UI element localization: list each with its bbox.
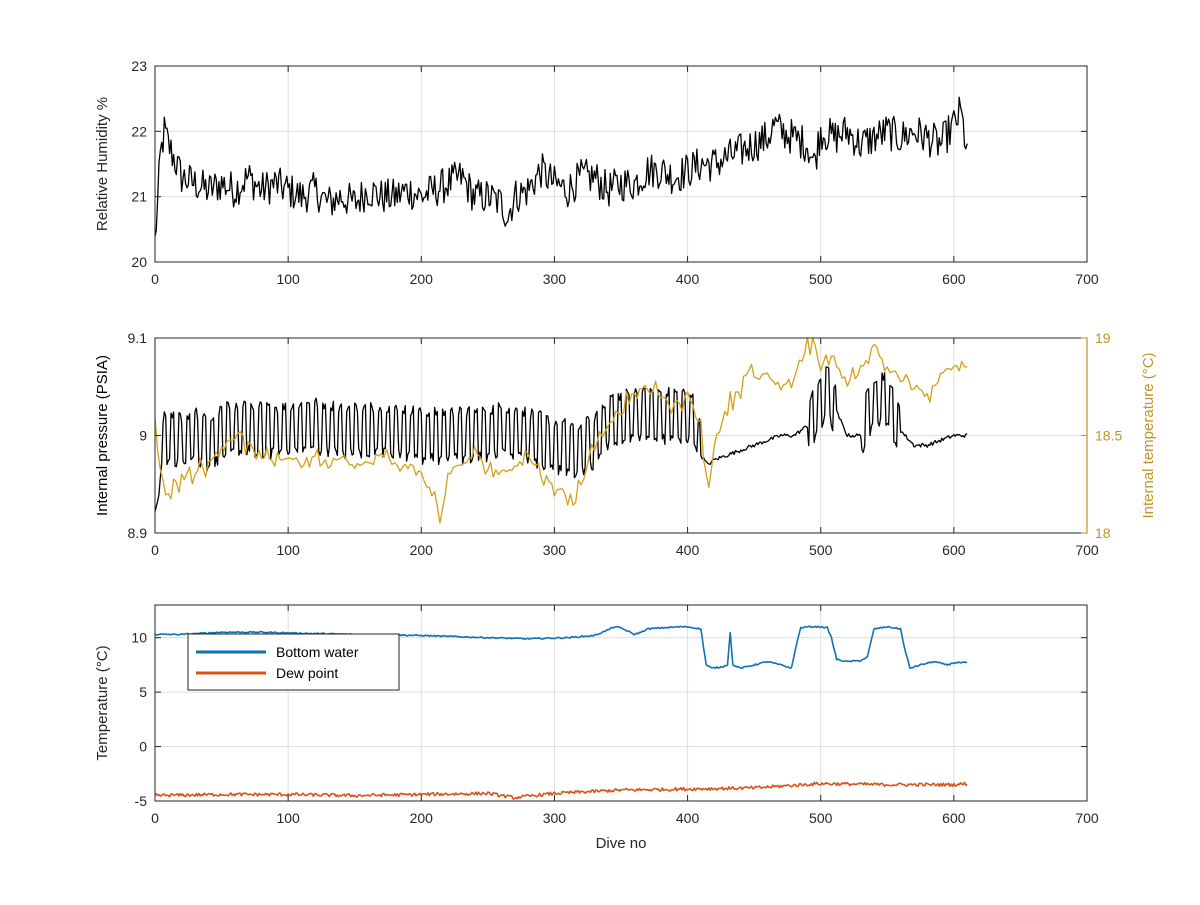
chart-panel-1: 0 100 200 300 400 500 600 700 20 21 22 23 Relative H… [94,58,1099,287]
y-axis-label: Internal pressure (PSIA) [94,355,111,516]
x-tick-label: 300 [543,542,567,558]
y-tick-label: 21 [131,189,147,205]
series-line-pressure [155,366,968,512]
x-tick-label: 400 [676,810,700,826]
legend-entry-dew-point: Dew point [276,665,338,681]
axes-box [154,604,1088,802]
x-tick-label: 600 [942,810,966,826]
x-tick-label: 700 [1075,271,1099,287]
x-tick-label: 700 [1075,810,1099,826]
y-tick-label: 10 [131,630,147,646]
y-tick-label: 9 [139,428,147,444]
x-tick-label: 400 [676,271,700,287]
y2-tick-label: 18 [1095,525,1111,541]
y-tick-label: 9.1 [128,330,148,346]
chart-panel-3: 0 100 200 300 400 500 600 700-50510Temperature … [94,604,1099,852]
x-tick-label: 0 [151,542,159,558]
x-tick-label: 100 [276,271,300,287]
y2-axis-label: Internal temperature (°C) [1140,352,1157,518]
y-tick-label: -5 [135,793,148,809]
y-tick-label: 5 [139,684,147,700]
legend-box [187,633,400,691]
x-axis-label: Dive no [596,835,647,852]
x-tick-label: 300 [543,810,567,826]
legend: Bottom water Dew point [187,633,400,691]
y2-tick-label: 18.5 [1095,428,1122,444]
y-tick-label: 22 [131,123,147,139]
x-tick-label: 600 [942,271,966,287]
y2-tick-label: 19 [1095,330,1111,346]
y-axis-label: Temperature (°C) [94,645,111,760]
x-tick-label: 500 [809,271,833,287]
y-tick-label: 8.9 [128,525,148,541]
axes-box [154,65,1088,263]
legend-entry-bottom-water: Bottom water [276,644,359,660]
x-tick-label: 600 [942,542,966,558]
y-tick-label: 20 [131,254,147,270]
x-tick-label: 700 [1075,542,1099,558]
x-tick-label: 0 [151,810,159,826]
x-tick-label: 500 [809,810,833,826]
x-tick-label: 200 [410,810,434,826]
x-tick-label: 100 [276,542,300,558]
x-tick-label: 100 [276,810,300,826]
x-tick-label: 400 [676,542,700,558]
x-tick-label: 500 [809,542,833,558]
x-tick-label: 200 [410,271,434,287]
series-line-internal-temperature [155,338,968,524]
x-tick-label: 300 [543,271,567,287]
series-line-dew-point [155,781,968,800]
y-axis-label: Relative Humidity % [94,97,111,231]
series-line-humidity [155,96,968,237]
y-tick-label: 0 [139,739,147,755]
series-line-bottom-water [155,625,968,670]
x-tick-label: 0 [151,271,159,287]
chart-panel-2: 0 100 200 300 400 500 600 700 8.9 9 9.1 18 18.5 19 Int… [94,330,1157,558]
x-tick-label: 200 [410,542,434,558]
y-tick-label: 23 [131,58,147,74]
